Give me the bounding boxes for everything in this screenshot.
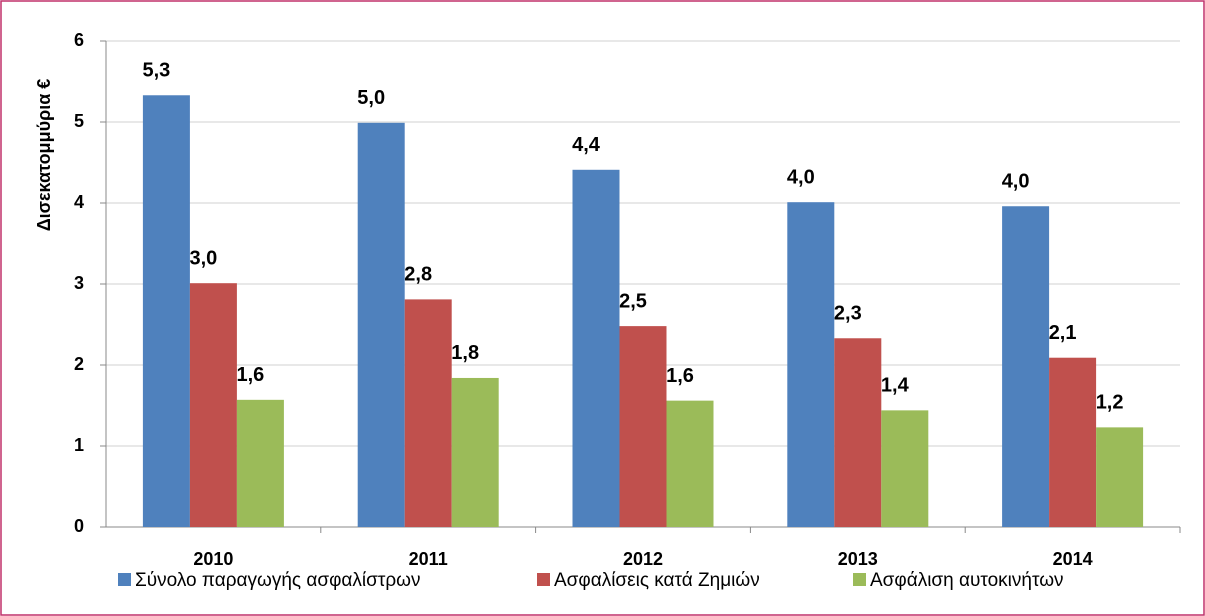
- bar: [451, 377, 499, 527]
- legend-label: Ασφάλιση αυτοκινήτων: [870, 570, 1064, 591]
- y-tick-label: 0: [74, 516, 84, 536]
- bar: [787, 202, 835, 527]
- legend-label: Ασφαλίσεις κατά Ζημιών: [554, 570, 760, 591]
- x-tick-label: 2013: [838, 549, 878, 569]
- legend-swatch: [118, 573, 131, 586]
- y-tick-label: 4: [74, 192, 84, 212]
- data-label: 3,0: [189, 247, 217, 269]
- bar: [236, 399, 284, 527]
- bar: [189, 283, 237, 527]
- data-label: 2,3: [834, 303, 862, 325]
- bar: [572, 169, 620, 528]
- legend-swatch: [853, 573, 866, 586]
- bar: [357, 122, 405, 527]
- data-label: 1,6: [236, 364, 264, 386]
- data-label: 2,5: [619, 290, 647, 312]
- data-label: 4,0: [1002, 171, 1030, 193]
- data-label: 5,3: [142, 60, 170, 82]
- y-tick-label: 5: [74, 111, 84, 131]
- y-tick-label: 3: [74, 273, 84, 293]
- x-tick-label: 2012: [623, 549, 663, 569]
- data-label: 5,0: [357, 87, 385, 109]
- bar: [1002, 206, 1050, 528]
- data-label: 2,1: [1049, 322, 1077, 344]
- data-label: 1,8: [451, 342, 479, 364]
- legend-label: Σύνολο παραγωγής ασφαλίστρων: [135, 570, 420, 591]
- data-label: 4,0: [787, 166, 815, 188]
- y-tick-label: 6: [74, 30, 84, 50]
- x-tick-label: 2011: [409, 549, 448, 569]
- y-axis-title: Δισεκατομμύρια €: [34, 79, 54, 232]
- y-tick-label: 1: [74, 435, 84, 455]
- data-label: 4,4: [572, 134, 601, 156]
- data-label: 1,2: [1096, 392, 1124, 414]
- data-label: 1,6: [666, 365, 694, 387]
- bar: [619, 326, 667, 527]
- bar: [1096, 427, 1144, 527]
- bar: [1049, 357, 1097, 527]
- legend-swatch: [537, 573, 550, 586]
- bar: [834, 338, 882, 527]
- x-tick-label: 2010: [193, 549, 233, 569]
- data-label: 2,8: [404, 264, 432, 286]
- x-tick-label: 2014: [1053, 549, 1093, 569]
- data-label: 1,4: [881, 375, 910, 397]
- bar: [142, 95, 190, 528]
- bar: [404, 299, 452, 527]
- bar: [881, 410, 929, 527]
- y-tick-label: 2: [74, 354, 84, 374]
- bar: [666, 400, 714, 527]
